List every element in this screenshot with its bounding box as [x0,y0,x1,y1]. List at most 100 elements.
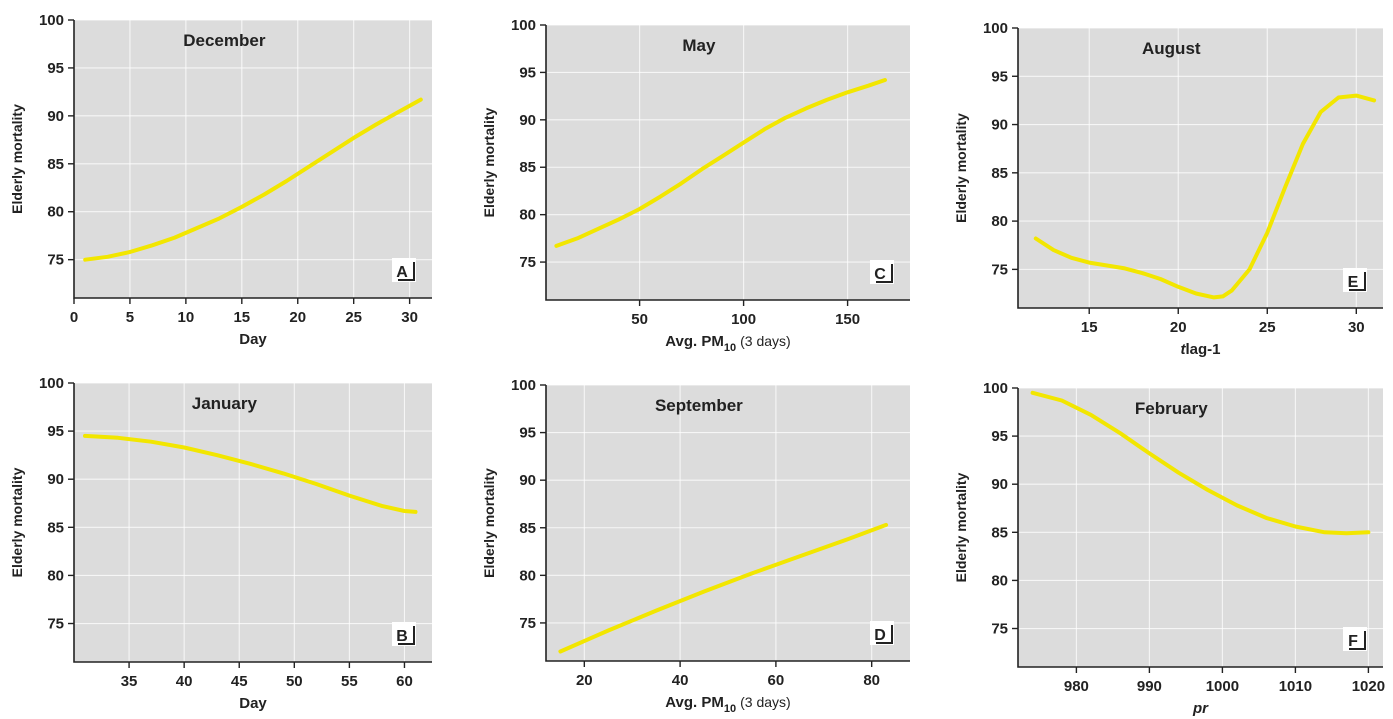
panel-title: August [1142,39,1201,58]
panel-badge-letter: F [1348,633,1358,650]
plot-area [1018,28,1383,308]
panel-badge-edge [398,626,415,645]
x-tick-label: 100 [731,311,756,328]
x-tick-label: 10 [178,309,195,326]
plot-area [74,383,432,662]
axis-lines [1017,388,1383,668]
series-line [554,78,887,248]
series-line [1030,390,1371,536]
y-tick-label: 75 [519,615,536,632]
x-tick-label: 15 [1081,319,1098,336]
panel-d: 20 40 60 80 75 80 85 90 95 100 Avg. PM10 (3 days) El… [481,377,910,715]
x-tick-label: 0 [70,309,78,326]
plot-area [546,385,910,661]
y-axis-title: Elderly mortality [953,472,969,582]
panel-badge-letter: B [396,628,408,645]
x-axis-title-suffix: (3 days) [740,694,791,710]
x-tick-label: 5 [126,309,134,326]
panel-badge-edge [876,625,893,644]
y-tick-label: 85 [47,156,64,173]
panel-badge-edge [1349,631,1366,650]
plot-area [1018,388,1383,667]
series-line [83,97,423,262]
y-tick-label: 100 [983,20,1008,37]
x-tick-label: 45 [231,673,248,690]
x-tick-label: 30 [1348,319,1365,336]
panel-badge-box [392,258,416,282]
x-tick-label: 1020 [1352,678,1385,695]
panel-badge-box [1343,268,1367,292]
x-tick-label: 40 [176,673,193,690]
panel-badge-edge [398,262,415,281]
panel-b: 35 40 45 50 55 60 75 80 85 90 95 100 Day Elderly mort… [9,375,432,712]
y-tick-label: 80 [991,213,1008,230]
axis-lines [73,383,432,663]
y-axis-title: Elderly mortality [481,107,497,217]
x-tick-label: 60 [768,672,785,689]
panel-title: September [655,396,743,415]
panel-badge-box [870,260,894,284]
panel-title: May [682,36,716,55]
panel-title: January [192,394,258,413]
y-tick-label: 90 [519,112,536,129]
x-tick-label: 20 [576,672,593,689]
x-tick-label: 20 [1170,319,1187,336]
x-axis-title: Day [239,331,267,348]
y-tick-label: 75 [47,616,64,633]
y-tick-label: 95 [47,423,64,440]
panel-badge-letter: E [1348,274,1359,291]
x-tick-label: 1000 [1206,678,1239,695]
series-line [1033,93,1377,300]
x-axis-title: Avg. PM10 (3 days) [665,333,790,354]
x-axis-title: Day [239,695,267,712]
y-tick-label: 85 [519,520,536,537]
y-tick-label: 90 [519,472,536,489]
panel-badge-letter: C [874,266,886,283]
x-axis-title-subscript: 10 [724,703,736,715]
x-tick-label: 50 [286,673,303,690]
y-tick-label: 100 [39,12,64,29]
panel-e: 15 20 25 30 75 80 85 90 95 100 tlag-1 Elderly morta… [953,20,1383,358]
x-tick-label: 1010 [1279,678,1312,695]
x-tick-label: 50 [631,311,648,328]
y-tick-label: 85 [519,159,536,176]
x-axis-title-suffix: (3 days) [740,333,791,349]
panel-badge-box [1343,627,1367,651]
x-tick-label: 80 [863,672,880,689]
x-tick-label: 30 [401,309,418,326]
y-tick-label: 75 [991,621,1008,638]
panel-badge-edge [1349,272,1366,291]
x-axis-title-main: Avg. PM [665,333,724,350]
y-tick-label: 80 [519,567,536,584]
series-line [558,522,889,654]
x-axis-title: Avg. PM10 (3 days) [665,694,790,715]
y-tick-label: 100 [511,377,536,394]
series-line [83,433,418,514]
y-tick-label: 100 [983,380,1008,397]
x-tick-label: 35 [121,673,138,690]
panel-title: December [183,31,266,50]
x-tick-label: 40 [672,672,689,689]
y-tick-label: 85 [991,165,1008,182]
y-tick-label: 75 [47,252,64,269]
panel-title: February [1135,399,1208,418]
y-tick-label: 95 [519,64,536,81]
plot-area [74,20,432,298]
y-tick-label: 85 [991,524,1008,541]
y-tick-label: 90 [991,476,1008,493]
y-axis-title: Elderly mortality [9,467,25,577]
y-tick-label: 80 [47,204,64,221]
y-tick-label: 80 [519,207,536,224]
axis-lines [545,25,910,301]
x-axis-title-main: Day [239,331,267,348]
x-axis-title: pr [1192,700,1209,717]
panel-badge-letter: D [874,627,886,644]
x-tick-label: 20 [289,309,306,326]
y-tick-label: 95 [991,68,1008,85]
axis-lines [545,385,910,662]
y-tick-label: 100 [39,375,64,392]
y-tick-label: 75 [991,261,1008,278]
plot-area [546,25,910,300]
panel-badge-box [392,622,416,646]
